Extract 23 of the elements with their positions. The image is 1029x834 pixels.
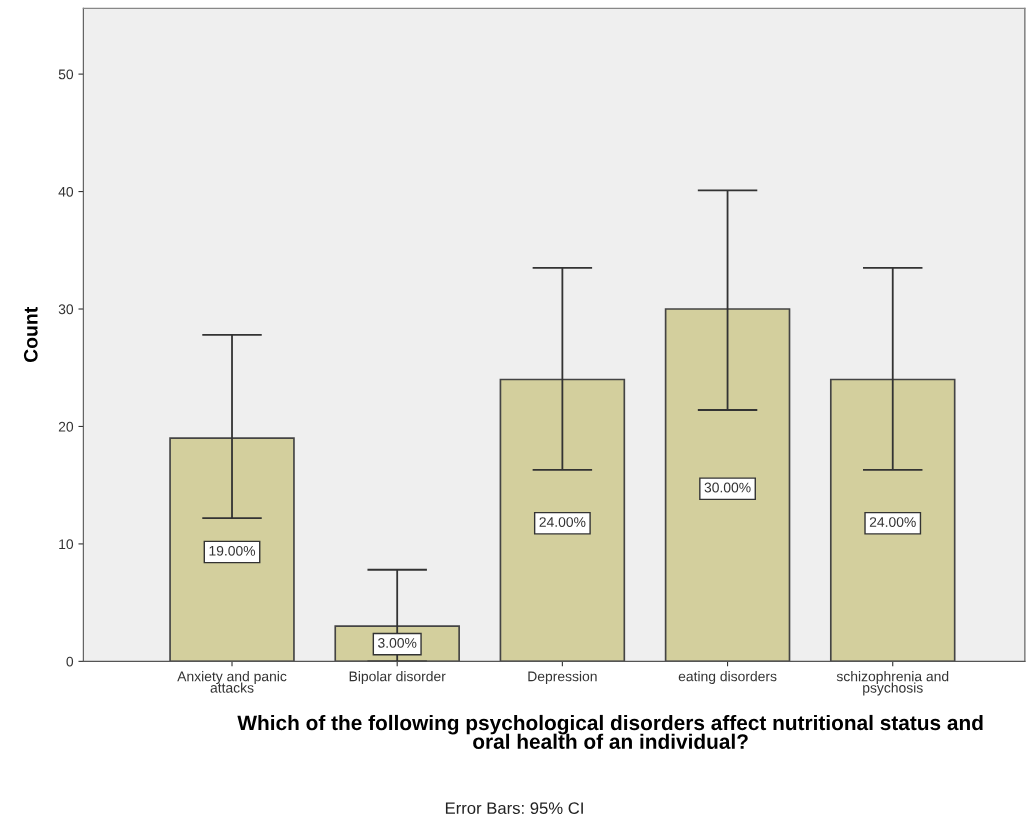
y-tick-label: 30	[58, 304, 74, 315]
x-tick-label: eating disorders	[678, 671, 777, 685]
bar	[664, 308, 791, 662]
y-tick-label: 0	[66, 656, 74, 667]
data-label: 24.00%	[869, 517, 916, 527]
y-tick-label: 20	[58, 421, 74, 432]
x-tick-label: Anxiety and panic attacks	[177, 671, 287, 693]
data-label: 19.00%	[209, 545, 256, 556]
x-tick-label: Depression	[528, 671, 597, 685]
data-label: 24.00%	[539, 517, 586, 527]
x-axis-title: Which of the following psychological disorders affect nutritional status and oral health of an individual?	[237, 714, 983, 749]
data-label: 3.00%	[378, 637, 417, 648]
x-tick-label: schizophrenia and psychosis	[836, 671, 949, 696]
bar	[829, 378, 956, 662]
x-tick-label: Bipolar disorder	[349, 671, 446, 685]
y-tick-label: 40	[58, 186, 74, 197]
y-axis-title: Count	[23, 307, 38, 363]
bar	[169, 437, 295, 662]
bar	[499, 378, 626, 662]
text: Error Bars: 95% CI	[445, 802, 583, 815]
data-label: 30.00%	[704, 482, 751, 493]
y-tick-label: 50	[58, 69, 74, 80]
y-tick-label: 10	[59, 539, 74, 550]
